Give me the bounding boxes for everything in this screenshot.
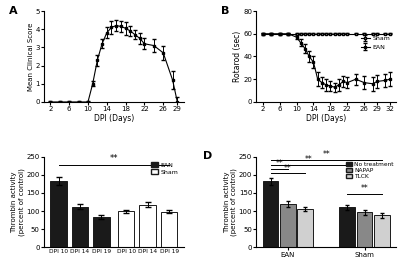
- Bar: [50, 181, 67, 248]
- Bar: [340, 207, 355, 248]
- Text: **: **: [110, 155, 118, 163]
- X-axis label: DPI (Days): DPI (Days): [94, 114, 134, 123]
- Bar: [280, 204, 296, 248]
- Text: **: **: [284, 164, 292, 172]
- Text: **: **: [275, 159, 283, 168]
- Bar: [140, 205, 156, 248]
- Text: **: **: [322, 150, 330, 160]
- Bar: [161, 212, 177, 248]
- X-axis label: DPI (Days): DPI (Days): [306, 114, 346, 123]
- Y-axis label: Thrombin activity
(percent of control): Thrombin activity (percent of control): [12, 168, 25, 236]
- Legend: EAN, Sham: EAN, Sham: [149, 160, 180, 177]
- Bar: [357, 212, 372, 248]
- Text: A: A: [9, 6, 18, 16]
- Text: **: **: [305, 155, 313, 164]
- Bar: [297, 209, 313, 248]
- Legend: No treatment, NAPAP, TLCK: No treatment, NAPAP, TLCK: [344, 160, 396, 182]
- Text: D: D: [203, 151, 212, 161]
- Bar: [263, 181, 278, 248]
- Bar: [374, 216, 390, 248]
- Text: B: B: [221, 6, 230, 16]
- Y-axis label: Thrombin activity
(percent of control): Thrombin activity (percent of control): [224, 168, 237, 236]
- Y-axis label: Mean Clinical Score: Mean Clinical Score: [28, 22, 34, 91]
- Bar: [118, 211, 134, 248]
- Bar: [93, 217, 110, 248]
- Bar: [72, 207, 88, 248]
- Text: **: **: [361, 184, 368, 193]
- Y-axis label: Rotarod (sec): Rotarod (sec): [233, 31, 242, 82]
- Legend: Sham, EAN: Sham, EAN: [358, 33, 393, 52]
